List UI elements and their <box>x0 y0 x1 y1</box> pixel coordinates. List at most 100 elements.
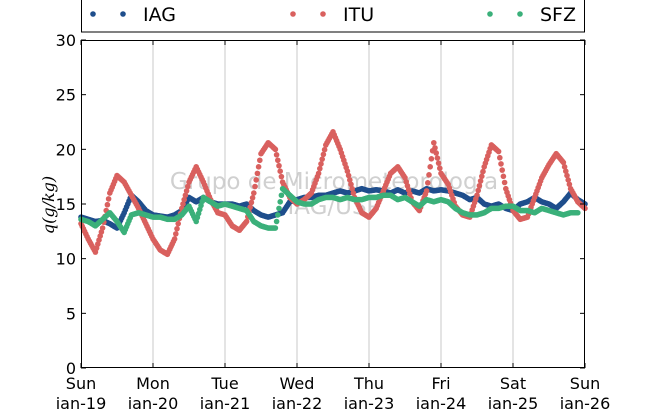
data-point <box>104 201 111 208</box>
x-tick-label-date: jan-20 <box>127 394 179 409</box>
data-point <box>344 168 351 174</box>
legend-label-sfz: SFZ <box>540 4 576 26</box>
data-point <box>315 170 322 177</box>
data-point <box>348 181 354 188</box>
legend-marker <box>120 11 126 17</box>
data-point <box>564 172 570 179</box>
data-point <box>437 165 443 172</box>
data-point <box>500 173 507 180</box>
data-point <box>276 205 282 212</box>
data-point <box>254 170 261 177</box>
y-tick-label: 5 <box>66 304 76 323</box>
legend: IAG ITU SFZ <box>81 0 585 33</box>
data-point <box>566 181 573 188</box>
x-tick-label-date: jan-21 <box>199 394 251 409</box>
data-point <box>427 164 434 170</box>
x-tick-label-day: Mon <box>136 374 170 393</box>
legend-marker <box>290 11 296 17</box>
x-tick-label-date: jan-22 <box>271 394 323 409</box>
legend-marker <box>487 11 493 17</box>
data-point <box>318 161 324 167</box>
data-point <box>171 236 178 242</box>
data-point <box>320 151 327 158</box>
data-point <box>495 148 502 155</box>
data-point <box>272 225 279 231</box>
data-point <box>474 192 480 199</box>
data-point <box>319 156 326 162</box>
data-point <box>423 188 430 194</box>
data-point <box>175 220 181 227</box>
data-point <box>428 156 435 162</box>
data-point <box>277 168 284 174</box>
data-point <box>272 146 279 153</box>
x-tick-label-day: Sat <box>500 374 526 393</box>
data-point <box>275 157 281 164</box>
data-point <box>174 225 180 232</box>
data-point <box>435 160 442 166</box>
data-point <box>431 139 437 146</box>
data-point <box>243 218 250 225</box>
x-tick-label-date: jan-26 <box>559 394 611 409</box>
x-tick-label-day: Sun <box>570 374 600 393</box>
axis-ticks: Sunjan-19Monjan-20Tuejan-21Wedjan-22Thuj… <box>55 31 611 409</box>
data-points <box>78 129 588 258</box>
x-tick-label-date: jan-25 <box>487 394 539 409</box>
data-point <box>575 209 581 216</box>
x-tick-label-day: Wed <box>280 374 315 393</box>
data-point <box>173 231 179 237</box>
data-point <box>273 152 280 158</box>
y-tick-label: 30 <box>56 31 76 50</box>
data-point <box>433 150 440 156</box>
data-point <box>253 177 259 183</box>
data-point <box>561 164 568 170</box>
data-point <box>276 162 282 169</box>
data-point <box>278 173 285 180</box>
data-point <box>347 177 353 183</box>
legend-marker <box>90 11 96 17</box>
data-point <box>99 225 106 231</box>
data-point <box>248 199 255 206</box>
data-point <box>317 165 323 172</box>
x-tick-label-day: Sun <box>66 374 96 393</box>
data-point <box>565 177 571 183</box>
data-point <box>277 199 284 205</box>
legend-marker <box>320 11 326 17</box>
y-tick-label: 10 <box>56 250 76 269</box>
y-tick-label: 20 <box>56 140 76 159</box>
data-point <box>434 155 441 161</box>
y-axis-label: q(g/kg) <box>39 176 58 234</box>
y-tick-label: 25 <box>56 86 76 105</box>
data-point <box>501 179 508 186</box>
data-point <box>350 190 357 196</box>
data-point <box>498 161 504 167</box>
data-point <box>499 167 506 173</box>
x-tick-label-date: jan-23 <box>343 394 395 409</box>
data-point <box>345 172 352 179</box>
data-point <box>273 218 280 225</box>
data-point <box>479 173 485 180</box>
data-point <box>182 192 189 199</box>
x-tick-label-date: jan-19 <box>55 394 107 409</box>
data-point <box>105 196 112 202</box>
legend-marker <box>517 11 523 17</box>
data-point <box>426 172 432 178</box>
legend-label-itu: ITU <box>343 4 374 26</box>
x-tick-label-day: Thu <box>353 374 384 393</box>
y-tick-label: 0 <box>66 359 76 378</box>
data-point <box>252 183 258 190</box>
data-point <box>563 168 569 174</box>
data-point <box>560 159 567 166</box>
data-point <box>247 204 253 211</box>
x-tick-label-day: Fri <box>431 374 450 393</box>
legend-frame <box>81 0 585 33</box>
data-point <box>321 146 328 153</box>
x-tick-label-date: jan-24 <box>415 394 467 409</box>
data-point <box>251 190 257 196</box>
data-point <box>185 183 191 190</box>
data-point <box>480 168 486 175</box>
legend-label-iag: IAG <box>143 4 176 26</box>
data-point <box>432 145 438 151</box>
data-point <box>275 212 281 218</box>
data-point <box>349 185 356 192</box>
